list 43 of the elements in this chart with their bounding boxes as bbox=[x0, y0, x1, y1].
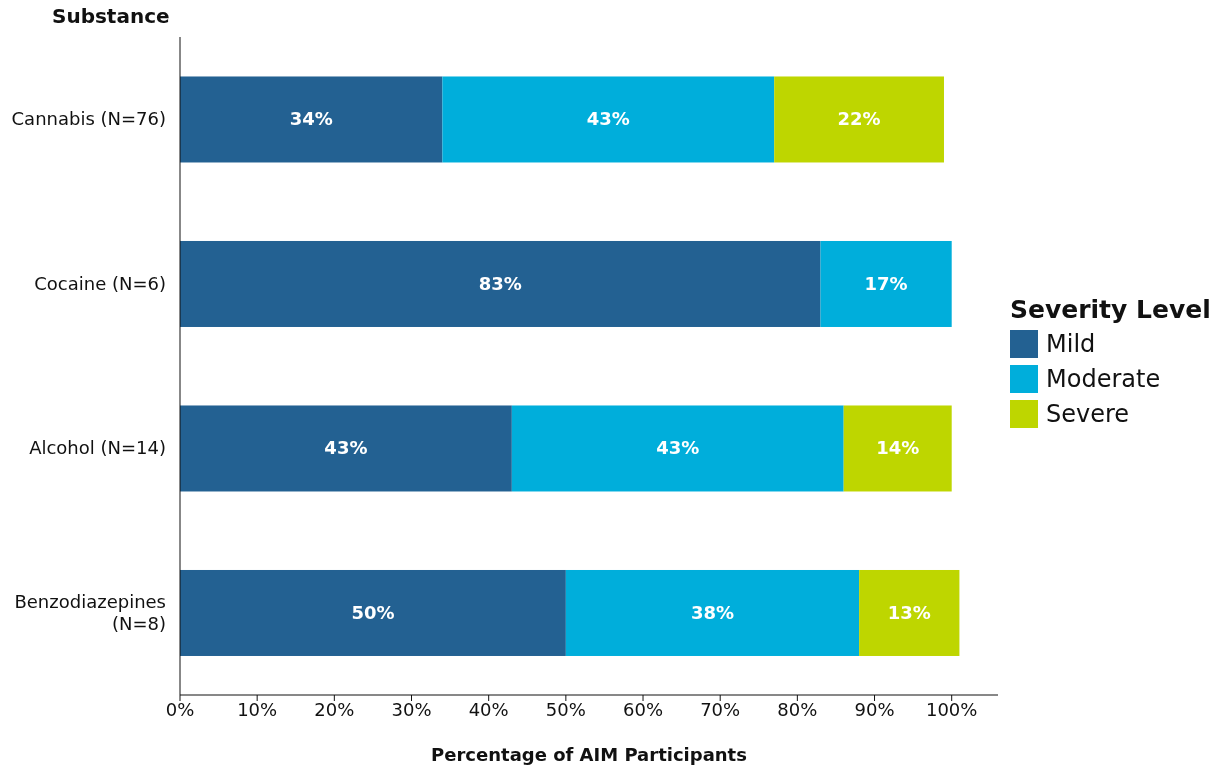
bar bbox=[180, 76, 443, 163]
x-tick-label: 60% bbox=[623, 698, 664, 720]
bar bbox=[511, 405, 844, 492]
data-label: 34% bbox=[289, 108, 333, 130]
bar bbox=[859, 569, 960, 656]
bar bbox=[774, 76, 944, 163]
bar bbox=[442, 76, 775, 163]
data-label: 17% bbox=[864, 272, 908, 294]
x-tick-label: 100% bbox=[925, 698, 978, 720]
x-tick-label: 30% bbox=[391, 698, 432, 720]
y-axis-title: Substance bbox=[52, 4, 170, 28]
data-label: 14% bbox=[876, 437, 920, 459]
y-tick-label: Cannabis (N=76) bbox=[11, 108, 166, 130]
x-axis-title: Percentage of AIM Participants bbox=[431, 744, 747, 765]
bar bbox=[843, 405, 952, 492]
x-tick-label: 40% bbox=[468, 698, 509, 720]
data-label: 43% bbox=[324, 437, 368, 459]
legend-title: Severity Level bbox=[1010, 295, 1211, 324]
legend-label: Moderate bbox=[1045, 363, 1162, 395]
bar bbox=[180, 405, 512, 492]
legend-label: Severe bbox=[1045, 398, 1131, 430]
data-label: 13% bbox=[887, 601, 931, 623]
data-label: 50% bbox=[351, 601, 395, 623]
x-tick-label: 70% bbox=[700, 698, 741, 720]
x-tick-label: 50% bbox=[545, 698, 586, 720]
data-label: 22% bbox=[837, 108, 881, 130]
x-tick-label: 0% bbox=[165, 698, 195, 720]
x-tick-label: 80% bbox=[777, 698, 818, 720]
x-tick-label: 10% bbox=[237, 698, 278, 720]
x-tick-label: 90% bbox=[854, 698, 895, 720]
x-tick-label: 20% bbox=[314, 698, 355, 720]
bar bbox=[565, 569, 860, 656]
data-label: 38% bbox=[690, 601, 735, 623]
data-label: 83% bbox=[478, 272, 522, 294]
data-label: 43% bbox=[586, 108, 630, 130]
bar bbox=[820, 240, 952, 327]
legend-label: Mild bbox=[1045, 328, 1097, 360]
bar bbox=[180, 569, 566, 656]
y-tick-label: Benzodiazepines (N=8) bbox=[14, 590, 166, 634]
bar bbox=[180, 240, 821, 327]
y-tick-label: Alcohol (N=14) bbox=[29, 437, 166, 459]
y-tick-label: Cocaine (N=6) bbox=[34, 272, 166, 294]
data-label: 43% bbox=[656, 437, 700, 459]
